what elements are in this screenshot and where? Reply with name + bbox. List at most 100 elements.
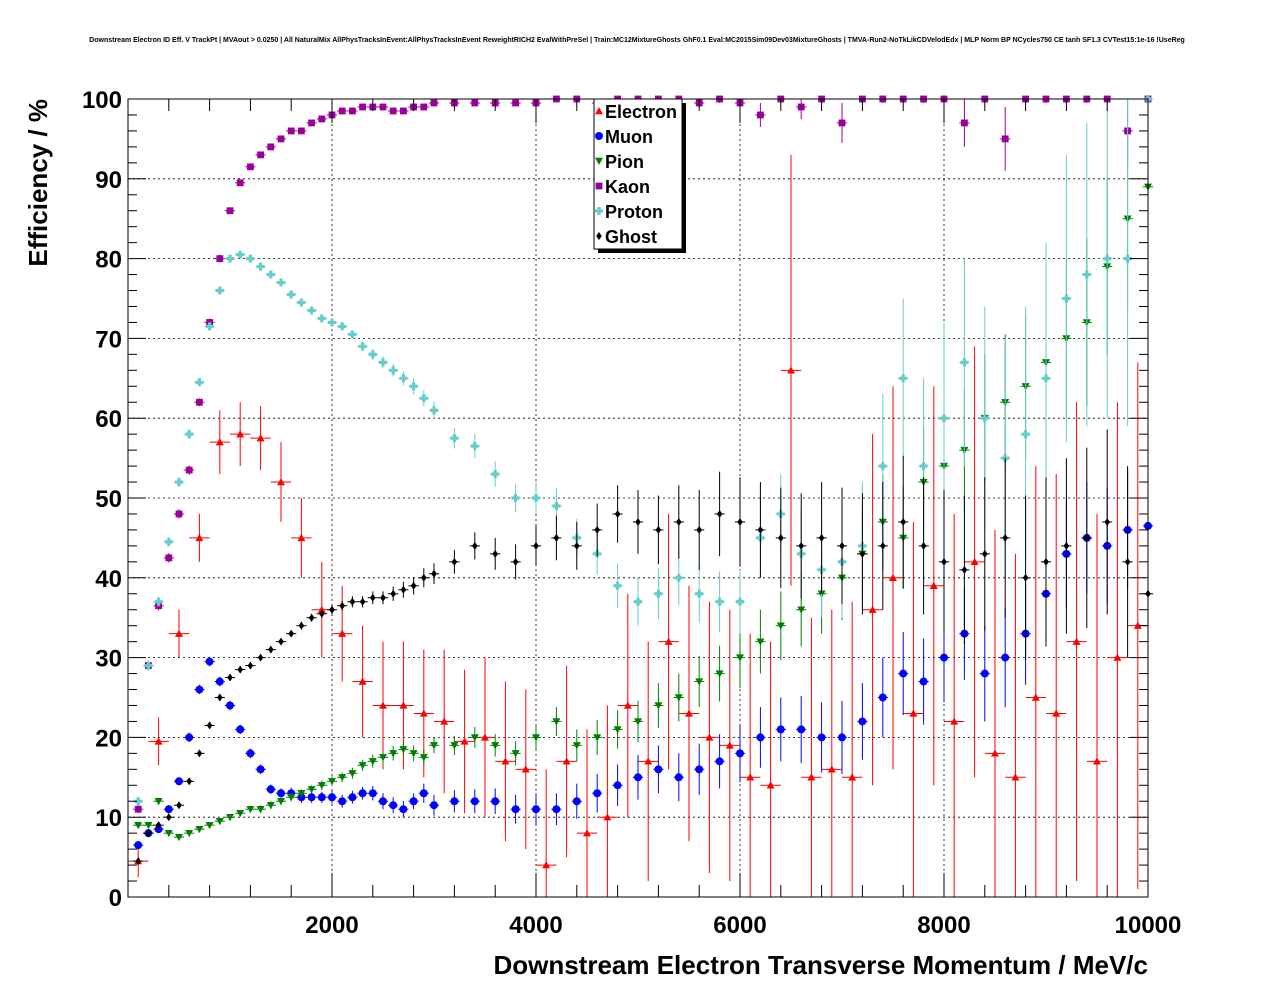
data-point xyxy=(1021,430,1030,439)
data-point xyxy=(1113,653,1122,661)
data-point xyxy=(776,622,785,630)
legend-label-muon: Muon xyxy=(605,127,653,147)
data-point xyxy=(909,709,918,717)
data-point xyxy=(613,726,622,734)
data-point xyxy=(572,742,581,750)
data-point xyxy=(654,702,663,710)
data-point xyxy=(623,701,632,709)
data-point xyxy=(205,657,214,666)
data-point xyxy=(165,554,173,562)
data-point xyxy=(552,501,561,510)
data-point xyxy=(154,737,163,745)
data-point xyxy=(256,434,265,442)
data-point xyxy=(900,517,906,526)
data-point xyxy=(266,270,275,279)
data-point xyxy=(1093,757,1101,765)
data-point xyxy=(757,111,764,119)
data-point xyxy=(164,805,173,814)
data-point xyxy=(339,601,345,610)
data-point xyxy=(226,701,234,710)
data-point xyxy=(756,638,765,646)
data-point xyxy=(288,629,294,638)
data-point xyxy=(307,786,316,794)
data-point xyxy=(512,99,519,107)
data-point xyxy=(196,749,203,758)
data-point xyxy=(644,757,653,765)
data-point xyxy=(1084,533,1090,542)
x-axis-title: Downstream Electron Transverse Momentum … xyxy=(493,950,1148,980)
data-point xyxy=(297,790,306,798)
data-point xyxy=(328,778,336,786)
data-point xyxy=(287,127,295,135)
data-point xyxy=(358,677,367,685)
data-point xyxy=(175,777,183,786)
data-point xyxy=(1124,557,1131,566)
data-point xyxy=(776,725,785,734)
data-point xyxy=(1104,517,1110,526)
data-point xyxy=(277,798,285,806)
data-point xyxy=(236,725,245,734)
data-point xyxy=(676,517,682,526)
data-point xyxy=(431,569,437,578)
data-point xyxy=(368,350,377,359)
y-tick-label: 100 xyxy=(82,87,122,114)
data-point xyxy=(654,765,663,774)
legend-label-ghost: Ghost xyxy=(605,227,657,247)
data-point xyxy=(481,733,489,741)
data-point xyxy=(553,533,560,542)
data-point xyxy=(1082,270,1091,279)
data-point xyxy=(410,581,417,590)
data-point xyxy=(308,613,315,622)
data-point xyxy=(756,733,765,742)
data-point xyxy=(562,757,571,765)
data-point xyxy=(297,298,306,307)
data-point xyxy=(1022,573,1029,582)
legend-marker-kaon xyxy=(595,182,603,190)
data-point xyxy=(868,605,877,613)
data-point xyxy=(674,773,683,782)
data-point xyxy=(338,774,347,782)
legend-marker-muon xyxy=(595,132,603,140)
data-point xyxy=(899,374,908,383)
data-point xyxy=(705,733,714,741)
data-point xyxy=(164,829,173,838)
data-point xyxy=(583,829,591,837)
data-point xyxy=(185,733,194,742)
data-point xyxy=(237,665,243,674)
data-point xyxy=(594,525,600,534)
data-point xyxy=(144,821,153,830)
data-point xyxy=(655,525,662,534)
data-point xyxy=(603,813,612,821)
series-ghost xyxy=(133,429,1154,866)
data-point xyxy=(511,494,520,502)
data-point xyxy=(470,442,479,451)
data-point xyxy=(257,151,264,159)
data-point xyxy=(247,163,254,171)
data-point xyxy=(929,581,938,589)
data-point xyxy=(430,742,438,750)
data-point xyxy=(460,737,469,745)
data-point xyxy=(246,806,255,814)
data-point xyxy=(216,255,224,262)
data-point xyxy=(134,797,143,806)
data-point xyxy=(368,758,377,766)
data-point xyxy=(472,541,478,550)
data-point xyxy=(878,462,887,471)
data-point xyxy=(470,734,479,742)
legend-marker-pion xyxy=(595,157,603,165)
data-point xyxy=(593,734,602,742)
data-point xyxy=(552,718,561,726)
data-point xyxy=(226,207,234,215)
data-point xyxy=(134,841,143,850)
data-point xyxy=(634,773,642,782)
data-point xyxy=(277,478,285,486)
legend-label-pion: Pion xyxy=(605,152,644,172)
data-point xyxy=(359,597,366,606)
data-point xyxy=(134,821,143,830)
data-point xyxy=(920,541,927,550)
data-point xyxy=(154,798,163,806)
data-point xyxy=(532,805,540,814)
data-point xyxy=(256,262,265,271)
data-point xyxy=(674,694,683,702)
data-point xyxy=(450,434,459,443)
